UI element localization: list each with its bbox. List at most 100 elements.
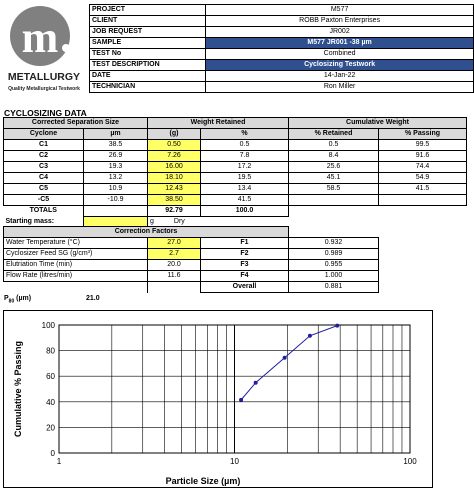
logo-circle	[10, 6, 70, 66]
pct-cell: 0.5	[200, 139, 289, 151]
grams-cell[interactable]: 7.26	[147, 150, 201, 162]
retained-cell	[288, 194, 379, 206]
y-tick-label: 100	[42, 321, 56, 330]
particle-size-chart: 0 20 40 60 80 100 1 10 100 Cumulative % Passing …	[3, 310, 433, 490]
data-point	[335, 323, 340, 328]
x-tick-label: 100	[403, 457, 417, 466]
p80-label: P80 (µm)	[4, 295, 32, 305]
starting-mass-label: Starting mass:	[5, 218, 55, 225]
table-row: C3 19.3 16.00 17.2 25.6 74.4	[3, 161, 467, 173]
pct-cell: 7.8	[200, 150, 289, 162]
passing-cell: 99.5	[378, 139, 467, 151]
factor-value: 0.955	[288, 259, 379, 271]
grams-cell[interactable]: 0.50	[147, 139, 201, 151]
passing-cell: 91.6	[378, 150, 467, 162]
info-value: Ron Miller	[205, 81, 474, 93]
pct-cell: 17.2	[200, 161, 289, 173]
cyclone-cell: -C5	[3, 194, 84, 206]
info-label: DATE	[88, 70, 207, 82]
retained-cell: 8.4	[288, 150, 379, 162]
totals-label: TOTALS	[3, 205, 84, 217]
factor-value: 0.932	[288, 237, 379, 249]
correction-factors-table: Correction Factors Water Temperature (°C…	[3, 226, 379, 293]
col-header-pct: %	[200, 128, 289, 140]
info-value: M577	[205, 4, 474, 16]
info-label: SAMPLE	[88, 37, 207, 49]
info-label: JOB REQUEST	[88, 26, 207, 38]
factor-value: 1.000	[288, 270, 379, 282]
correction-value[interactable]: 2.7	[147, 248, 201, 260]
logo-dot	[62, 44, 70, 52]
cyclone-cell: C4	[3, 172, 84, 184]
correction-label: Flow Rate (litres/min)	[3, 270, 148, 282]
company-logo: m METALLURGY Quality Metallurgical Testw…	[0, 0, 88, 96]
x-axis-label: Particle Size (µm)	[166, 476, 241, 486]
correction-label: Water Temperature (°C)	[3, 237, 148, 249]
size-cell: 26.9	[83, 150, 148, 162]
y-tick-label: 40	[46, 398, 55, 407]
p80-value: 21.0	[86, 295, 100, 302]
correction-row: Cyclosizer Feed SG (g/cm³) 2.7 F2 0.989	[3, 248, 379, 260]
factor-label: F4	[200, 270, 289, 282]
x-tick-label: 1	[57, 457, 62, 466]
info-label: CLIENT	[88, 15, 207, 27]
info-label: PROJECT	[88, 4, 207, 16]
retained-cell: 58.5	[288, 183, 379, 195]
size-cell: 13.2	[83, 172, 148, 184]
correction-value[interactable]: 27.0	[147, 237, 201, 249]
table-row: C1 38.5 0.50 0.5 0.5 99.5	[3, 139, 467, 151]
cyclone-cell: C2	[3, 150, 84, 162]
passing-cell: 41.5	[378, 183, 467, 195]
data-point	[253, 380, 258, 385]
info-value: ROBB Paxton Enterprises	[205, 15, 474, 27]
col-header-grams: (g)	[147, 128, 201, 140]
correction-value: 11.6	[147, 270, 201, 282]
data-point	[239, 397, 244, 402]
starting-mass-state: Dry	[173, 218, 185, 226]
retained-cell: 0.5	[288, 139, 379, 151]
table-row: C2 26.9 7.26 7.8 8.4 91.6	[3, 150, 467, 162]
correction-row: Flow Rate (litres/min) 11.6 F4 1.000	[3, 270, 379, 282]
correction-label: Elutriation Time (min)	[3, 259, 148, 271]
grams-cell[interactable]: 18.10	[147, 172, 201, 184]
size-cell: 10.9	[83, 183, 148, 195]
grams-cell[interactable]: 16.00	[147, 161, 201, 173]
info-label: TEST No	[88, 48, 207, 60]
overall-label: Overall	[200, 281, 289, 293]
passing-cell: 54.9	[378, 172, 467, 184]
starting-mass-unit: g	[150, 218, 154, 226]
col-header-passing: % Passing	[378, 128, 467, 140]
y-tick-label: 80	[46, 347, 55, 356]
info-value: 14-Jan-22	[205, 70, 474, 82]
factor-label: F3	[200, 259, 289, 271]
y-axis-label: Cumulative % Passing	[13, 341, 23, 437]
section-title: CYCLOSIZING DATA	[4, 108, 87, 118]
size-cell: 38.5	[83, 139, 148, 151]
info-value: JR002	[205, 26, 474, 38]
info-value: Cyclosizing Testwork	[205, 59, 474, 71]
grams-cell[interactable]: 12.43	[147, 183, 201, 195]
pct-cell: 13.4	[200, 183, 289, 195]
x-tick-label: 10	[230, 457, 239, 466]
pct-cell: 41.5	[200, 194, 289, 206]
correction-row: Water Temperature (°C) 27.0 F1 0.932	[3, 237, 379, 249]
factor-value: 0.989	[288, 248, 379, 260]
project-info-table: PROJECT M577 CLIENT ROBB Paxton Enterprises…	[88, 4, 474, 93]
factor-label: F1	[200, 237, 289, 249]
table-row: C4 13.2 18.10 19.5 45.1 54.9	[3, 172, 467, 184]
correction-row: Elutriation Time (min) 20.0 F3 0.955	[3, 259, 379, 271]
table-row: C5 10.9 12.43 13.4 58.5 41.5	[3, 183, 467, 195]
y-tick-label: 0	[51, 449, 56, 458]
logo-tagline: Quality Metallurgical Testwork	[8, 86, 80, 92]
grams-cell[interactable]: 38.50	[147, 194, 201, 206]
size-cell: -10.9	[83, 194, 148, 206]
group-header-size: Corrected Separation Size	[3, 117, 148, 129]
pct-cell: 19.5	[200, 172, 289, 184]
col-header-cyclone: Cyclone	[3, 128, 84, 140]
cyclone-cell: C1	[3, 139, 84, 151]
size-cell: 19.3	[83, 161, 148, 173]
correction-label: Cyclosizer Feed SG (g/cm³)	[3, 248, 148, 260]
chart-frame	[3, 310, 433, 488]
plot-area	[58, 324, 411, 454]
